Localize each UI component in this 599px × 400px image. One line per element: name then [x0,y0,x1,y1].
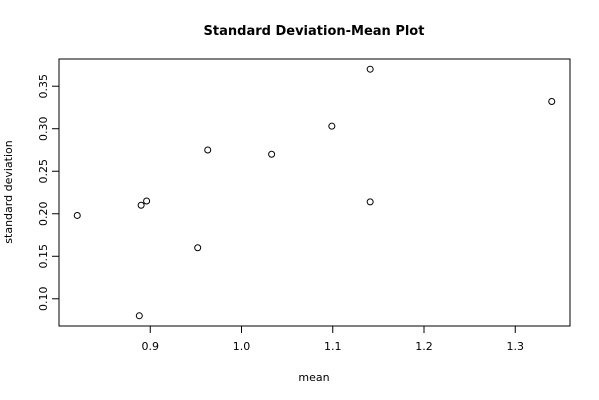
x-tick-label: 0.9 [142,340,160,353]
y-tick-label: 0.25 [37,159,50,184]
y-tick-label: 0.15 [37,244,50,269]
x-tick-label: 1.2 [415,340,433,353]
y-tick-label: 0.20 [37,202,50,227]
data-point [366,65,374,73]
data-point [194,244,202,252]
x-axis: 0.9 1.0 1.1 1.2 1.3 [142,325,525,353]
x-tick-label: 1.0 [233,340,251,353]
data-points [73,65,556,320]
data-point [73,211,81,219]
plot-frame [58,58,571,327]
y-tick-label: 0.30 [37,116,50,141]
data-point [268,150,276,158]
x-tick-label: 1.3 [507,340,525,353]
y-axis-label: standard deviation [2,140,15,243]
y-tick-label: 0.35 [37,74,50,99]
data-point [143,197,151,205]
data-point [204,146,212,154]
y-axis: 0.10 0.15 0.20 0.25 0.30 0.35 [37,74,60,312]
data-point [135,312,143,320]
x-axis-label: mean [298,371,329,384]
data-point [548,98,556,106]
data-point [328,122,336,130]
data-point [137,201,145,209]
chart-title: Standard Deviation-Mean Plot [204,24,425,39]
y-tick-label: 0.10 [37,287,50,312]
x-tick-label: 1.1 [324,340,342,353]
data-point [366,198,374,206]
